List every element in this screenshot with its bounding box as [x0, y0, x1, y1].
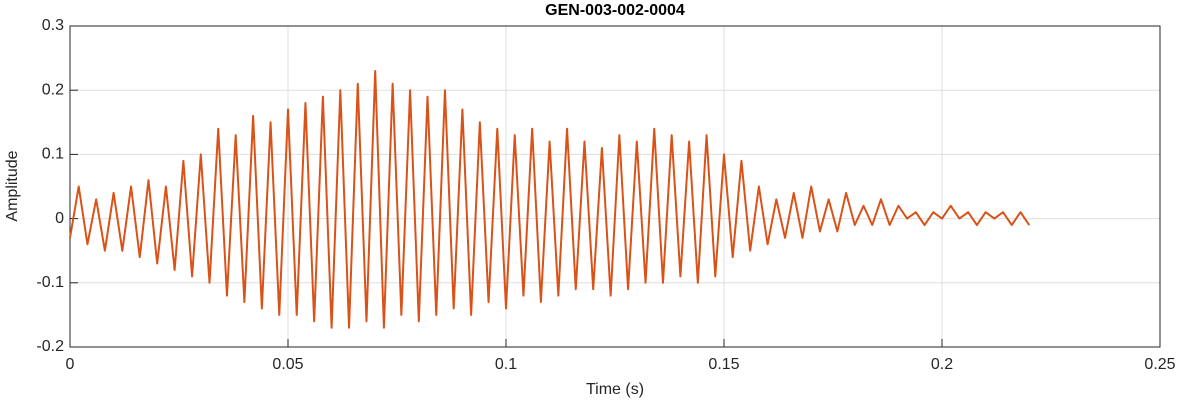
plot-frame [69, 25, 1161, 348]
y-tick-label: -0.2 [36, 338, 64, 355]
x-tick-label: 0.2 [931, 356, 953, 373]
y-tick-label: 0.3 [42, 17, 64, 34]
x-tick-label: 0 [66, 356, 75, 373]
x-tick-label: 0.25 [1144, 356, 1175, 373]
y-tick-label: -0.1 [36, 274, 64, 291]
y-tick-label: 0 [55, 210, 64, 227]
x-axis-label: Time (s) [586, 381, 644, 398]
chart-title: GEN-003-002-0004 [545, 2, 685, 19]
x-tick-label: 0.05 [272, 356, 303, 373]
y-tick-label: 0.2 [42, 81, 64, 98]
x-tick-label: 0.1 [495, 356, 517, 373]
x-tick-label: 0.15 [708, 356, 739, 373]
y-axis-label: Amplitude [4, 150, 21, 221]
y-tick-label: 0.1 [42, 146, 64, 163]
waveform-line [69, 69, 1031, 329]
